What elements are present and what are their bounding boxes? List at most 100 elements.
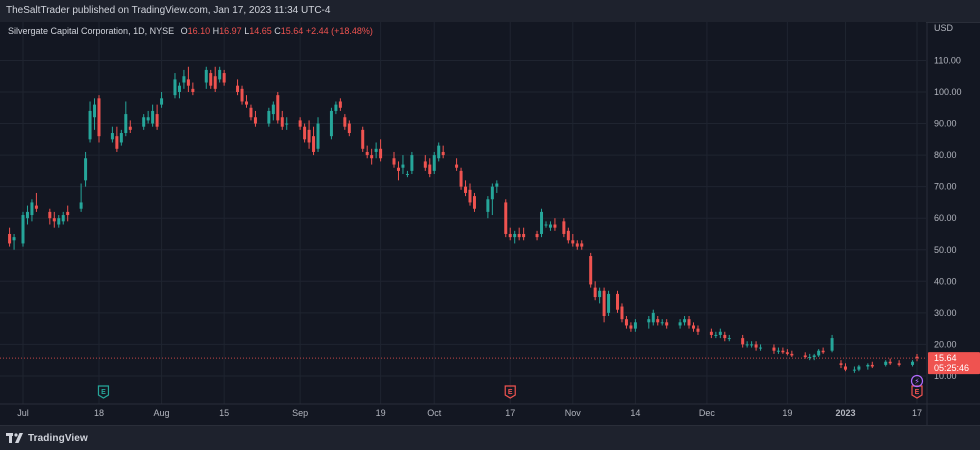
candle-body [821,350,825,353]
candle-body [553,224,557,228]
change-value: +2.44 (+18.48%) [305,26,373,36]
candle-body [589,256,593,285]
high-label: H [212,26,220,36]
candle-body [754,344,758,348]
candle-body [660,322,664,324]
candle-body [513,233,517,238]
publisher-text: TheSaltTrader published on TradingView.c… [6,5,331,16]
candle-body [580,243,584,247]
candle-body [213,76,217,89]
tradingview-logo[interactable]: TradingView [6,432,88,444]
candle-body [781,350,785,353]
candle-body [303,126,307,140]
candle-body [571,240,575,244]
candle-body [776,350,780,352]
candle-body [12,237,16,241]
candle-body [365,151,369,156]
earnings-icon-label: E [508,389,513,396]
y-tick-label: 110.00 [934,55,961,65]
candle-body [93,104,97,118]
candle-body [222,73,226,83]
earnings-icon-label: E [915,389,920,396]
y-tick-label: 80.00 [934,150,957,160]
plot-area [0,22,926,404]
candle-body [593,287,597,298]
candle-body [245,101,248,105]
candle-body [508,233,512,238]
earnings-icon[interactable] [97,385,110,399]
candle-body [808,357,812,359]
y-tick-label: 20.00 [934,339,957,349]
candle-body [329,110,333,137]
candle-body [620,306,624,320]
candle-body [240,88,244,102]
candle-body [495,183,499,187]
candle-body [271,104,275,115]
candle-body [817,350,821,356]
open-label: O [180,26,188,36]
candle-body [857,366,861,370]
candle-body [566,230,570,241]
x-tick-label: Aug [154,408,170,418]
candle-body [334,104,338,111]
candle-body [888,361,892,364]
candle-body [267,110,271,124]
candle-body [714,334,718,336]
candle-body [651,312,655,323]
earnings-icon[interactable] [504,385,516,399]
x-tick-label: Oct [427,408,442,418]
candle-body [839,363,843,365]
candle-body [124,114,128,134]
tradingview-brand: TradingView [28,432,88,444]
symbol-label: Silvergate Capital Corporation, 1D, NYSE [8,26,175,36]
candle-body [692,325,695,329]
candle-body [656,319,660,323]
candle-body [110,133,114,140]
candle-body [410,155,414,171]
candle-body [276,95,280,121]
candle-body [540,211,544,234]
candle-body [678,322,682,326]
y-tick-label: 10.00 [934,371,957,381]
candle-body [803,355,807,358]
candle-body [428,164,432,175]
candle-body [437,145,441,159]
candle-body [236,85,240,92]
candle-body [48,211,52,219]
candle-body [361,129,365,149]
last-price-countdown: 05:25:46 [934,363,969,373]
candle-body [253,117,257,124]
candle-body [177,85,181,92]
candle-body [535,233,539,238]
candle-body [790,353,794,356]
candle-body [624,319,628,326]
open-value: 16.10 [187,26,211,36]
candle-body [66,211,70,216]
candle-body [61,215,65,222]
candle-body [347,123,351,134]
candle-body [696,328,700,332]
y-tick-label: 100.00 [934,87,962,97]
candle-body [57,218,61,225]
candle-body [142,117,146,127]
candle-body [665,322,669,326]
candle-body [392,158,396,165]
x-tick-label: 17 [912,408,922,418]
candle-body [741,338,745,345]
candle-body [785,352,789,354]
low-value: 14.65 [249,26,272,36]
candle-body [401,164,405,168]
x-tick-label: Dec [699,408,716,418]
candle-body [464,186,468,193]
candle-body [709,331,713,335]
candle-body [128,126,132,130]
candle-body [750,344,754,346]
candle-body [575,243,579,247]
dividend-icon[interactable] [910,374,924,388]
candle-body [562,221,566,234]
candle-body [186,79,190,86]
candle-body [115,136,119,149]
high-value: 16.97 [219,26,242,36]
candle-body [911,361,915,365]
